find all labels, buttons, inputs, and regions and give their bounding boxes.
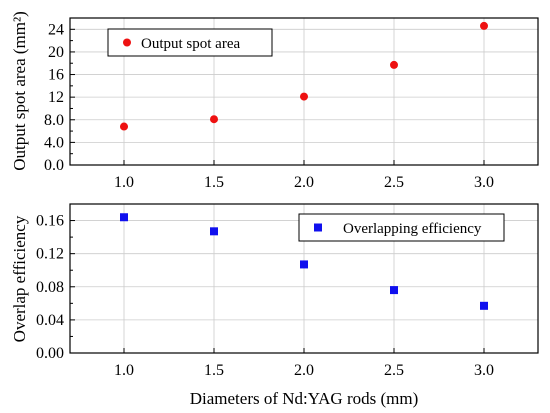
bottom-panel: 0.00 0.04 0.08 0.12 0.16 1.0 1.5 2.0 2.5 3.0 Ove… — [10, 203, 539, 408]
bottom-data-point — [480, 301, 488, 310]
top-legend-marker — [123, 38, 131, 47]
top-x-tick-label: 2.5 — [384, 174, 404, 191]
top-y-tick-label: 24 — [48, 21, 64, 38]
top-legend-label: Output spot area — [141, 36, 240, 52]
top-data-point — [120, 122, 128, 131]
top-data-point — [300, 92, 308, 101]
bottom-y-axis-label: Overlap efficiency — [10, 215, 29, 342]
top-y-axis-label: Output spot area (mm²) — [10, 11, 29, 170]
top-y-tick-label: 0.0 — [44, 157, 64, 174]
top-x-ticks: 1.0 1.5 2.0 2.5 3.0 — [114, 160, 494, 191]
top-data-point — [210, 115, 218, 124]
top-y-tick-label: 12 — [48, 89, 64, 106]
x-axis-label: Diameters of Nd:YAG rods (mm) — [190, 389, 419, 408]
bottom-y-ticks: 0.00 0.04 0.08 0.12 0.16 — [36, 213, 75, 362]
top-y-tick-label: 8.0 — [44, 112, 64, 129]
bottom-y-tick-label: 0.04 — [36, 312, 64, 329]
bottom-legend: Overlapping efficiency — [298, 213, 505, 242]
top-legend: Output spot area — [107, 28, 273, 57]
top-panel: 0.0 4.0 8.0 12 16 20 24 1.0 1.5 2.0 2.5 3.0 Output… — [10, 11, 539, 191]
top-x-tick-label: 1.0 — [114, 174, 134, 191]
bottom-x-tick-label: 2.5 — [384, 362, 404, 379]
top-y-tick-label: 16 — [48, 67, 64, 84]
bottom-y-tick-label: 0.08 — [36, 279, 64, 296]
bottom-legend-box — [298, 213, 505, 242]
bottom-marks — [120, 213, 488, 310]
bottom-x-ticks: 1.0 1.5 2.0 2.5 3.0 — [114, 348, 494, 379]
top-marks — [120, 21, 488, 131]
top-x-tick-label: 3.0 — [474, 174, 494, 191]
bottom-x-tick-label: 3.0 — [474, 362, 494, 379]
bottom-y-tick-label: 0.00 — [36, 345, 64, 362]
top-x-tick-label: 1.5 — [204, 174, 224, 191]
bottom-x-tick-label: 1.5 — [204, 362, 224, 379]
bottom-legend-marker — [314, 223, 322, 232]
top-legend-box — [107, 28, 273, 57]
bottom-x-tick-label: 2.0 — [294, 362, 314, 379]
bottom-data-point — [120, 213, 128, 222]
bottom-data-point — [210, 227, 218, 236]
bottom-legend-label: Overlapping efficiency — [343, 221, 482, 237]
top-y-tick-label: 4.0 — [44, 134, 64, 151]
top-x-tick-label: 2.0 — [294, 174, 314, 191]
bottom-y-tick-label: 0.12 — [36, 246, 64, 263]
bottom-data-point — [390, 286, 398, 295]
top-y-ticks: 0.0 4.0 8.0 12 16 20 24 — [44, 21, 75, 174]
top-data-point — [480, 21, 488, 30]
top-y-tick-label: 20 — [48, 44, 64, 61]
bottom-data-point — [300, 260, 308, 269]
top-data-point — [390, 60, 398, 69]
bottom-x-tick-label: 1.0 — [114, 362, 134, 379]
bottom-y-tick-label: 0.16 — [36, 213, 64, 230]
